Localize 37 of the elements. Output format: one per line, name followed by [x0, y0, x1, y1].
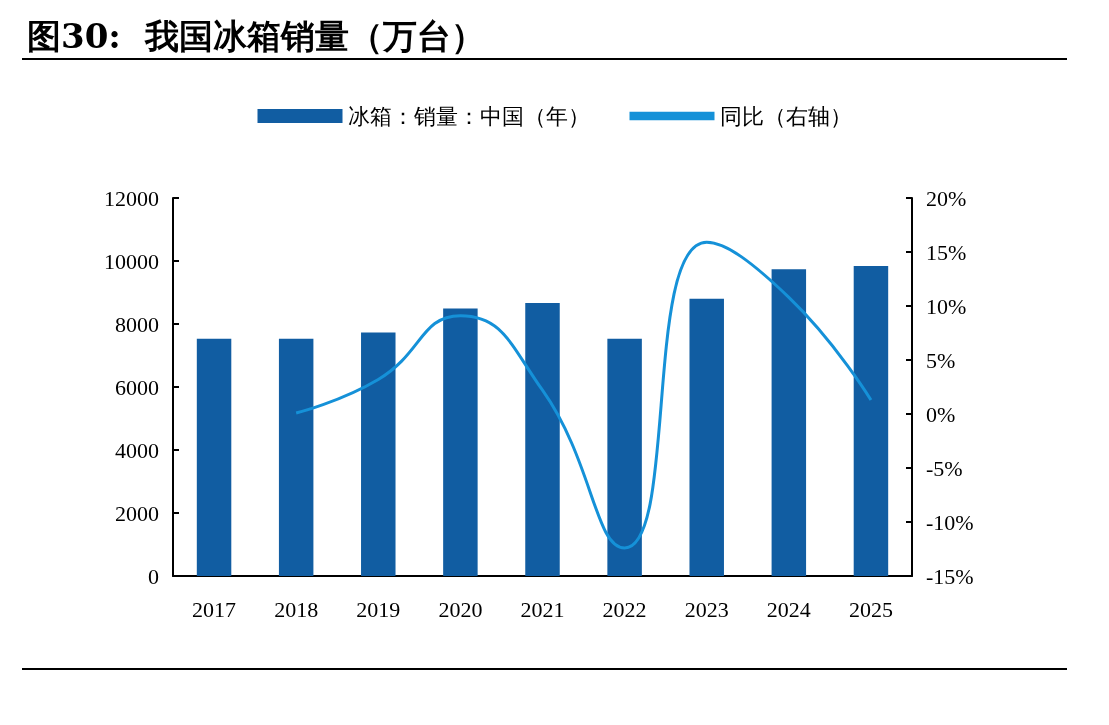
y-tick-label: 12000: [104, 185, 159, 211]
bar: [525, 302, 560, 576]
x-tick-label: 2019: [356, 596, 401, 622]
bar: [278, 338, 314, 576]
legend-label: 同比（右轴）: [719, 103, 852, 129]
x-tick-label: 2023: [684, 596, 729, 622]
y2-tick-label: 15%: [926, 239, 967, 265]
y-tick-label: 6000: [115, 374, 159, 400]
x-tick-label: 2017: [192, 596, 237, 622]
x-tick-label: 2018: [274, 596, 319, 622]
bar: [196, 338, 232, 576]
bar: [689, 298, 724, 576]
bar: [607, 338, 642, 576]
x-tick-label: 2022: [602, 596, 647, 622]
line-series: [294, 240, 873, 550]
y-tick-label: 8000: [115, 311, 159, 337]
y-tick-label: 0: [148, 563, 159, 589]
x-tick-label: 2024: [766, 596, 811, 622]
y-tick-label: 10000: [104, 248, 159, 274]
bar: [853, 266, 889, 576]
bar: [361, 332, 396, 576]
y2-tick-label: 20%: [926, 185, 967, 211]
y-tick-label: 4000: [115, 437, 159, 463]
chart-title: 图30: 我国冰箱销量（万台）: [27, 16, 485, 56]
y2-tick-label: 0%: [926, 401, 956, 427]
y2-tick-label: -15%: [926, 563, 974, 589]
y2-tick-label: 10%: [926, 293, 967, 319]
y2-tick-label: 5%: [926, 347, 956, 373]
legend-label: 冰箱：销量：中国（年）: [347, 103, 590, 129]
bar: [443, 308, 478, 576]
y2-tick-label: -5%: [926, 455, 963, 481]
bar: [771, 269, 807, 576]
x-tick-label: 2025: [848, 596, 893, 622]
x-tick-label: 2021: [520, 596, 565, 622]
y-tick-label: 2000: [115, 500, 159, 526]
y2-tick-label: -10%: [926, 509, 974, 535]
x-tick-label: 2020: [438, 596, 483, 622]
